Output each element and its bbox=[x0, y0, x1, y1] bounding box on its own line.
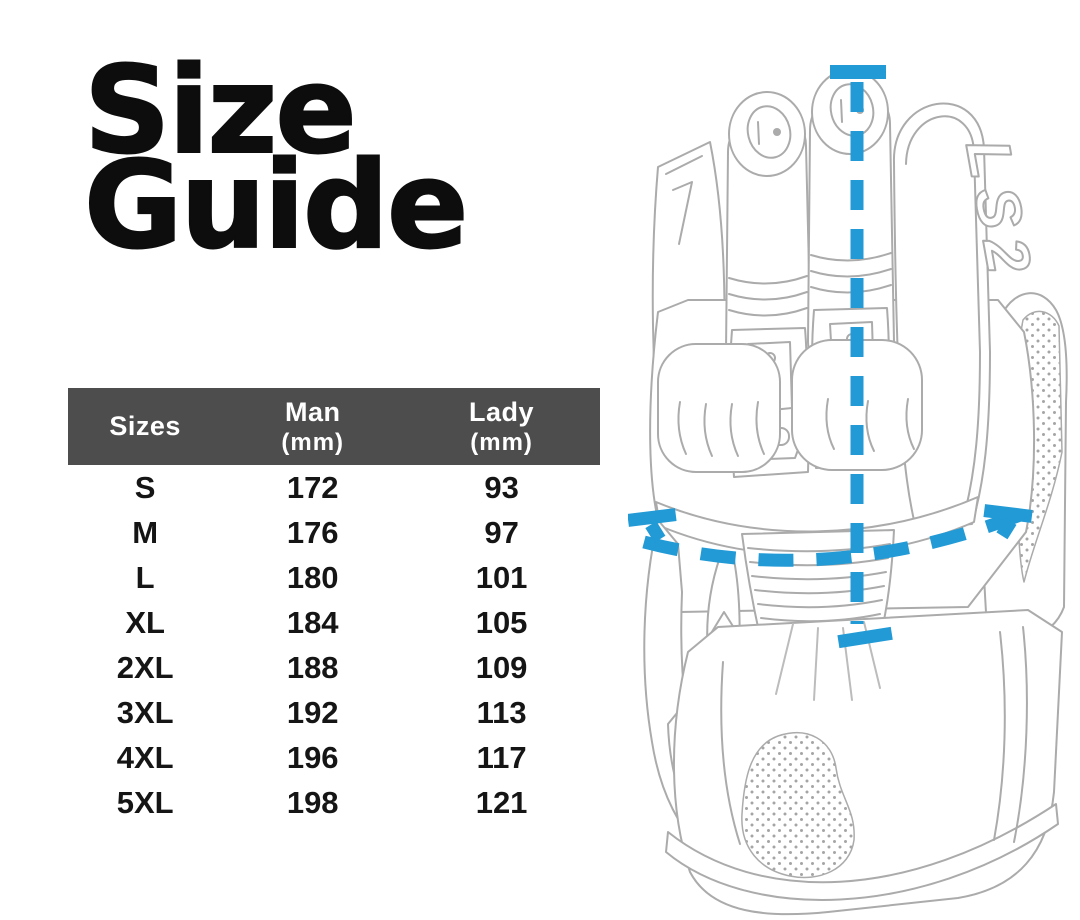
page-title-line2: Guide bbox=[83, 137, 469, 276]
cell-man: 172 bbox=[286, 469, 339, 505]
page-title: Size Guide bbox=[83, 42, 469, 276]
cell-lady: 93 bbox=[484, 469, 519, 505]
column-header-sizes-label: Sizes bbox=[109, 411, 181, 441]
cell-man: 180 bbox=[286, 559, 339, 595]
cell-lady: 109 bbox=[475, 649, 528, 685]
cell-man: 188 bbox=[286, 649, 339, 685]
column-header-man-unit: (mm) bbox=[281, 428, 345, 456]
table-row: 4XL 196 117 bbox=[68, 735, 600, 780]
measurement-overlays bbox=[628, 65, 1033, 649]
cell-size: 2XL bbox=[116, 649, 174, 685]
hand-length-measure-line bbox=[830, 65, 893, 649]
size-guide-table: Sizes Man (mm) Lady (mm) S 172 93 M 1 bbox=[68, 388, 600, 825]
table-row: 5XL 198 121 bbox=[68, 780, 600, 825]
cell-man: 192 bbox=[286, 694, 339, 730]
cell-lady: 113 bbox=[476, 694, 527, 730]
column-header-sizes: Sizes bbox=[68, 388, 223, 465]
column-header-man: Man (mm) bbox=[222, 388, 404, 465]
hand-circumference-measure-line bbox=[628, 504, 1033, 567]
cell-lady: 121 bbox=[475, 784, 528, 820]
page-title-line1: Size bbox=[83, 42, 358, 181]
cell-size: 5XL bbox=[116, 784, 174, 820]
column-header-lady: Lady (mm) bbox=[403, 388, 600, 465]
table-row: S 172 93 bbox=[68, 465, 600, 510]
table-header: Sizes Man (mm) Lady (mm) bbox=[68, 388, 600, 465]
cell-lady: 117 bbox=[476, 739, 527, 775]
column-header-lady-unit: (mm) bbox=[470, 428, 533, 456]
cell-man: 176 bbox=[286, 514, 339, 550]
cell-size: 3XL bbox=[116, 694, 174, 730]
glove-illustration: LS2 bbox=[628, 52, 1068, 920]
cell-size: XL bbox=[125, 604, 165, 640]
table-row: XL 184 105 bbox=[68, 600, 600, 645]
table-row: L 180 101 bbox=[68, 555, 600, 600]
glove-line-art: LS2 bbox=[643, 69, 1068, 916]
cell-man: 184 bbox=[286, 604, 339, 640]
cell-size: M bbox=[132, 514, 159, 550]
cell-size: S bbox=[134, 469, 156, 505]
cell-man: 198 bbox=[286, 784, 339, 820]
column-header-lady-label: Lady bbox=[469, 396, 535, 427]
table-row: M 176 97 bbox=[68, 510, 600, 555]
column-header-man-label: Man bbox=[284, 396, 341, 427]
cell-lady: 97 bbox=[484, 514, 519, 550]
cell-lady: 105 bbox=[475, 604, 528, 640]
cell-size: 4XL bbox=[116, 739, 174, 775]
cell-lady: 101 bbox=[475, 559, 528, 595]
table-row: 3XL 192 113 bbox=[68, 690, 600, 735]
table-row: 2XL 188 109 bbox=[68, 645, 600, 690]
cell-man: 196 bbox=[286, 739, 339, 775]
cell-size: L bbox=[135, 559, 155, 595]
